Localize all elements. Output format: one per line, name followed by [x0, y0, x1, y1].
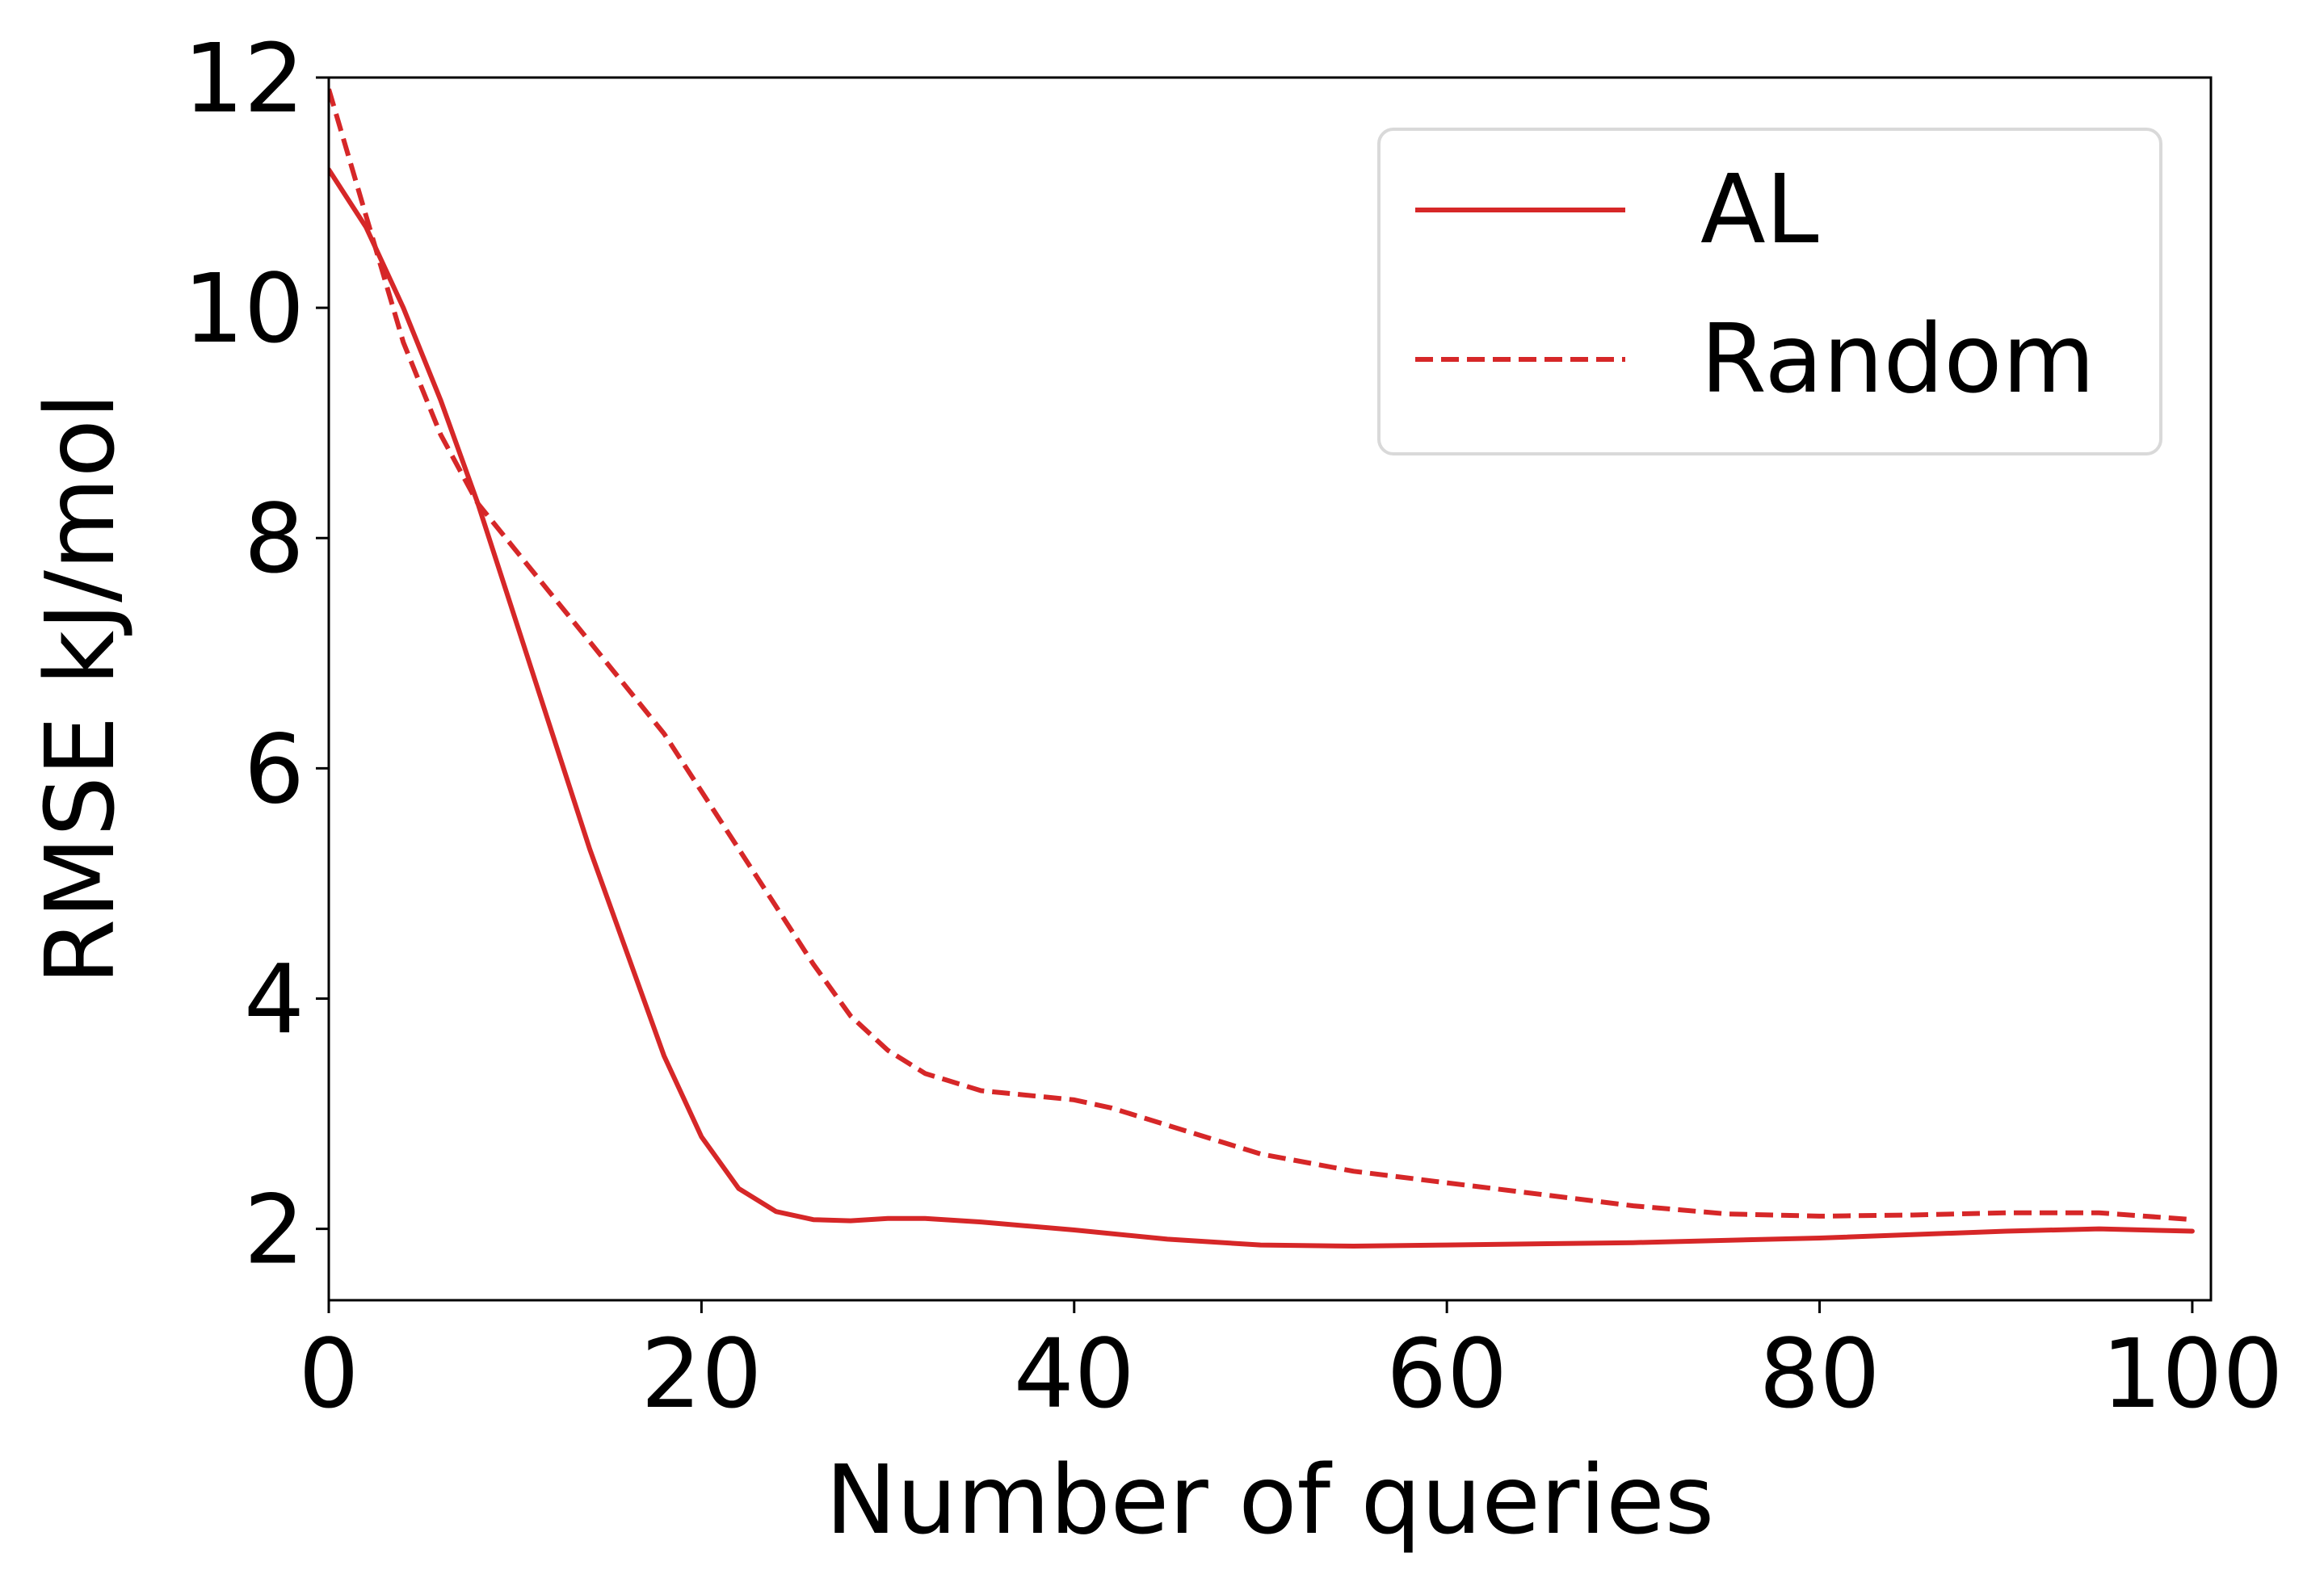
legend-label-random: Random [1700, 303, 2095, 414]
legend-label-al: AL [1700, 153, 1819, 265]
x-tick-label: 80 [1759, 1318, 1880, 1429]
y-tick-label: 10 [183, 253, 305, 364]
legend: AL Random [1377, 128, 2162, 455]
series-line-al [329, 167, 2195, 1249]
x-tick-label: 60 [1386, 1318, 1507, 1429]
y-tick-label: 6 [244, 713, 305, 825]
y-tick-label: 4 [244, 943, 305, 1055]
x-axis-label: Number of queries [826, 1444, 1714, 1555]
series-layer [329, 88, 2195, 1249]
y-tick-label: 8 [244, 483, 305, 594]
x-tick-label: 20 [641, 1318, 762, 1429]
x-axis: 0 20 40 60 80 100 [298, 1300, 2284, 1429]
y-axis: 2 4 6 8 10 12 [183, 23, 329, 1286]
y-tick-label: 2 [244, 1174, 305, 1286]
x-tick-label: 40 [1014, 1318, 1135, 1429]
y-axis-label: RMSE kJ/mol [24, 392, 136, 985]
x-tick-label: 100 [2101, 1318, 2283, 1429]
series-line-random [329, 88, 2193, 1223]
x-tick-label: 0 [298, 1318, 359, 1429]
y-tick-label: 12 [183, 23, 305, 134]
plot-frame [327, 76, 2213, 1302]
